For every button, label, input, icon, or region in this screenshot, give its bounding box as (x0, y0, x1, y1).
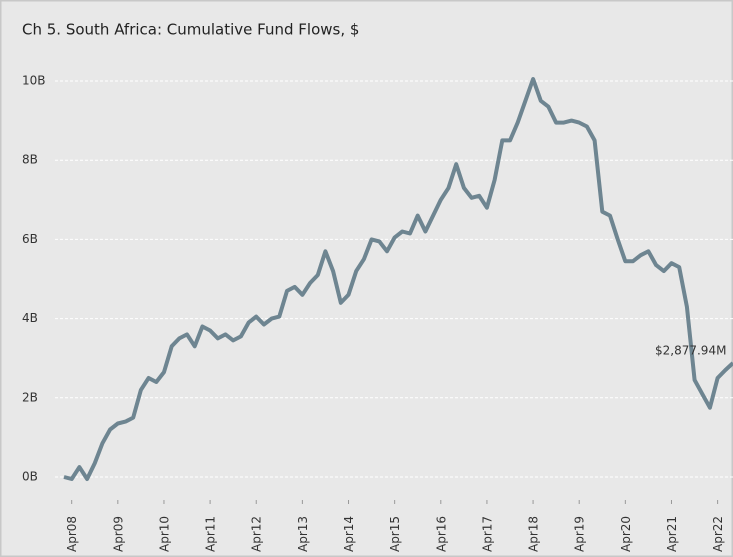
x-tick-label: Apr22 (711, 516, 725, 552)
x-tick-label: Apr16 (434, 516, 448, 552)
x-tick-label: Apr11 (204, 516, 218, 552)
chart-title: Ch 5. South Africa: Cumulative Fund Flow… (22, 21, 359, 39)
y-tick-label: 6B (22, 232, 38, 246)
y-tick-label: 2B (22, 390, 38, 404)
x-tick-label: Apr08 (65, 516, 79, 552)
data-line (63, 77, 733, 481)
x-tick-label: Apr09 (111, 516, 125, 552)
value-label: $2,877.94M (655, 344, 726, 358)
x-tick-label: Apr15 (388, 516, 402, 552)
x-tick-label: Apr13 (296, 516, 310, 552)
x-tick-label: Apr20 (619, 516, 633, 552)
x-tick-label: Apr10 (157, 516, 171, 552)
x-tick-label: Apr19 (573, 516, 587, 552)
x-tick-label: Apr21 (665, 516, 679, 552)
y-tick-label: 4B (22, 311, 38, 325)
y-tick-label: 10B (22, 74, 46, 88)
y-tick-label: 8B (22, 153, 38, 167)
x-tick-label: Apr12 (250, 516, 264, 552)
x-tick-label: Apr17 (480, 516, 494, 552)
x-tick-label: Apr18 (527, 516, 541, 552)
y-tick-label: 0B (22, 470, 38, 484)
x-tick-label: Apr14 (342, 516, 356, 552)
